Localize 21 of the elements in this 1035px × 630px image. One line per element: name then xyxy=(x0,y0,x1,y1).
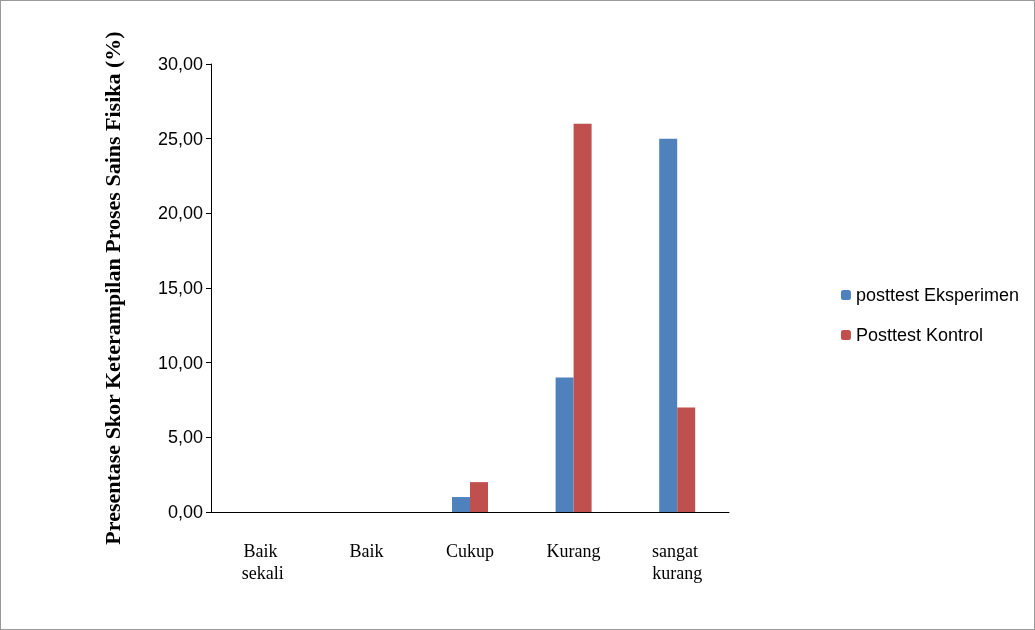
bar xyxy=(677,407,696,512)
y-tick-label: 15,00 xyxy=(157,278,203,298)
x-tick-label: Cukup xyxy=(445,541,495,561)
bar xyxy=(659,138,678,512)
x-tick-label: Baik xyxy=(349,541,384,561)
legend-label: Posttest Kontrol xyxy=(855,325,984,345)
bar xyxy=(470,482,488,512)
x-tick-label: Kurang xyxy=(546,541,601,561)
bar xyxy=(573,123,592,512)
y-tick-label: 5,00 xyxy=(167,427,203,448)
bar xyxy=(555,377,574,512)
y-tick-label: 0,00 xyxy=(167,502,203,522)
legend-label: posttest Eksperimen xyxy=(855,285,1020,305)
y-tick-label: 30,00 xyxy=(157,54,203,74)
y-tick-label: 25,00 xyxy=(157,128,203,149)
x-tick-label: Baik sekali xyxy=(241,541,284,583)
y-axis-title: Presentase Skor Keterampilan Proses Sains Fisika (%) xyxy=(100,31,125,545)
bar xyxy=(452,497,470,512)
x-tick-label: sangat kurang xyxy=(651,541,703,583)
y-tick-label: 10,00 xyxy=(157,352,203,373)
y-tick-label: 20,00 xyxy=(157,203,203,224)
